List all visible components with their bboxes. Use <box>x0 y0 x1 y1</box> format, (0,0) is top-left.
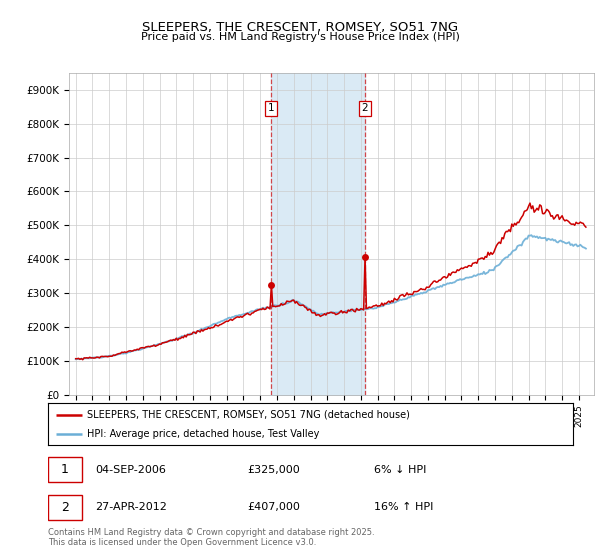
FancyBboxPatch shape <box>48 495 82 520</box>
Text: Price paid vs. HM Land Registry's House Price Index (HPI): Price paid vs. HM Land Registry's House … <box>140 32 460 42</box>
Text: 1: 1 <box>268 104 275 113</box>
Text: 27-APR-2012: 27-APR-2012 <box>95 502 167 512</box>
Text: HPI: Average price, detached house, Test Valley: HPI: Average price, detached house, Test… <box>88 429 320 439</box>
FancyBboxPatch shape <box>48 457 82 482</box>
Text: 2: 2 <box>61 501 69 514</box>
Text: 1: 1 <box>61 463 69 476</box>
Point <box>360 253 370 262</box>
Text: 04-SEP-2006: 04-SEP-2006 <box>95 465 166 475</box>
Point <box>266 280 276 289</box>
Text: Contains HM Land Registry data © Crown copyright and database right 2025.
This d: Contains HM Land Registry data © Crown c… <box>48 528 374 547</box>
Text: 16% ↑ HPI: 16% ↑ HPI <box>373 502 433 512</box>
Text: SLEEPERS, THE CRESCENT, ROMSEY, SO51 7NG (detached house): SLEEPERS, THE CRESCENT, ROMSEY, SO51 7NG… <box>88 410 410 420</box>
Text: SLEEPERS, THE CRESCENT, ROMSEY, SO51 7NG: SLEEPERS, THE CRESCENT, ROMSEY, SO51 7NG <box>142 21 458 34</box>
Text: 6% ↓ HPI: 6% ↓ HPI <box>373 465 426 475</box>
Text: £407,000: £407,000 <box>248 502 301 512</box>
Text: 2: 2 <box>362 104 368 113</box>
Text: £325,000: £325,000 <box>248 465 300 475</box>
